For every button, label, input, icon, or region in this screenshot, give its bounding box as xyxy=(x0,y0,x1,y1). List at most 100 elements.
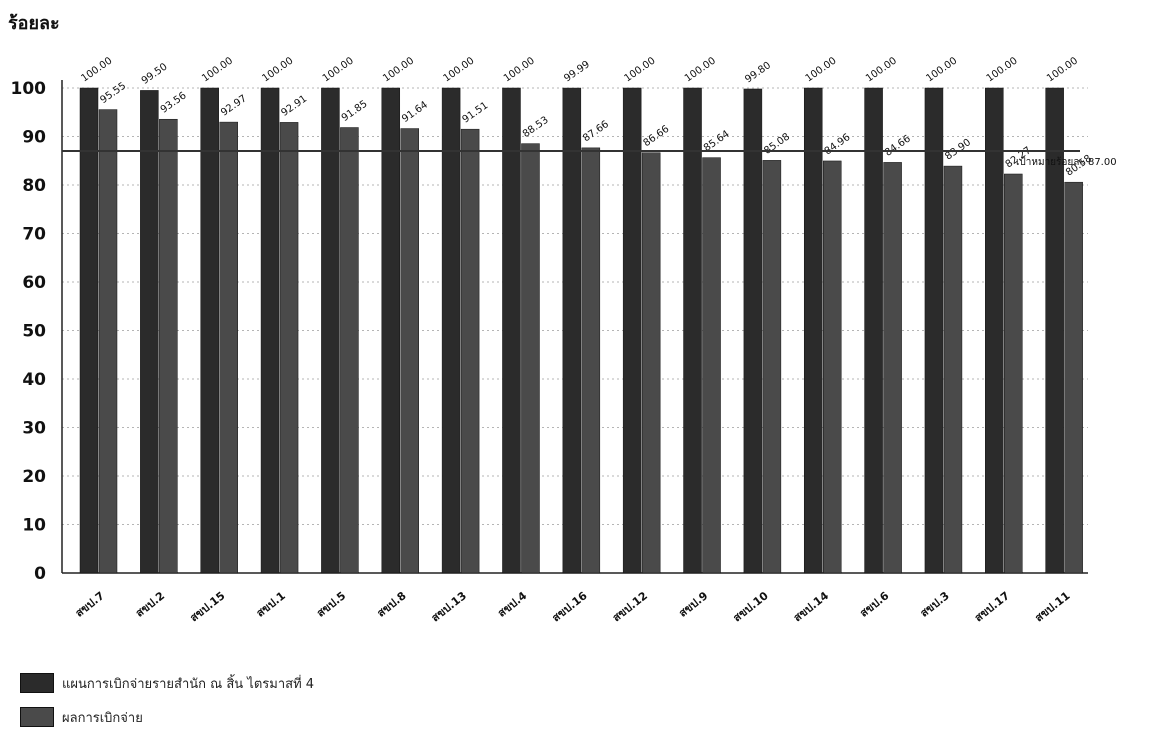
x-tick-label-6: สขป.13 xyxy=(429,589,469,624)
data-label-result-4: 91.85 xyxy=(340,99,370,124)
data-label-plan-8: 99.99 xyxy=(562,59,592,84)
legend-item-result: ผลการเบิกจ่าย xyxy=(20,704,314,730)
bar-result-0 xyxy=(98,109,118,574)
bar-plan-16 xyxy=(1045,87,1064,574)
y-tick-label-100: 100 xyxy=(11,79,47,99)
y-tick-label-70: 70 xyxy=(22,225,46,245)
x-tick-label-3: สขป.1 xyxy=(254,589,288,620)
x-tick-label-7: สขป.4 xyxy=(495,589,529,620)
y-tick-label-30: 30 xyxy=(22,419,46,439)
data-label-plan-5: 100.00 xyxy=(381,55,416,84)
data-label-result-13: 84.66 xyxy=(883,133,913,158)
data-label-result-2: 92.97 xyxy=(219,93,249,118)
bar-result-7 xyxy=(521,143,540,574)
bar-result-13 xyxy=(883,162,902,574)
legend-swatch-plan xyxy=(20,673,54,693)
bar-plan-11 xyxy=(743,88,763,574)
bar-result-4 xyxy=(340,127,359,574)
legend-label-plan: แผนการเบิกจ่ายรายสำนัก ณ สิ้น ไตรมาสที่ … xyxy=(62,676,315,692)
y-tick-label-60: 60 xyxy=(22,273,46,293)
bar-plan-9 xyxy=(622,87,642,574)
bar-plan-13 xyxy=(864,87,883,574)
legend-item-plan: แผนการเบิกจ่ายรายสำนัก ณ สิ้น ไตรมาสที่ … xyxy=(20,670,314,696)
bar-result-6 xyxy=(460,128,480,574)
x-tick-label-13: สขป.6 xyxy=(857,589,891,620)
bar-result-11 xyxy=(762,160,782,574)
bar-result-15 xyxy=(1004,173,1023,574)
bar-result-12 xyxy=(822,160,842,574)
data-label-plan-0: 100.00 xyxy=(79,55,114,84)
y-tick-label-20: 20 xyxy=(22,467,46,487)
x-tick-label-10: สขป.9 xyxy=(676,589,710,620)
data-label-result-5: 91.64 xyxy=(400,100,430,125)
bar-plan-0 xyxy=(79,87,99,574)
bar-result-16 xyxy=(1064,181,1083,574)
data-label-plan-11: 99.80 xyxy=(743,60,773,85)
bar-plan-8 xyxy=(562,87,582,574)
data-label-plan-2: 100.00 xyxy=(200,55,235,84)
data-label-plan-13: 100.00 xyxy=(864,55,899,84)
data-label-plan-7: 100.00 xyxy=(502,55,537,84)
data-label-result-12: 84.96 xyxy=(823,132,853,157)
bar-result-1 xyxy=(159,118,178,574)
bar-plan-15 xyxy=(985,87,1004,574)
data-label-plan-4: 100.00 xyxy=(321,55,356,84)
data-label-plan-14: 100.00 xyxy=(924,55,959,84)
bar-plan-3 xyxy=(260,87,280,574)
data-label-plan-9: 100.00 xyxy=(623,55,658,84)
x-tick-label-11: สขป.10 xyxy=(731,589,771,625)
bar-plan-6 xyxy=(441,87,461,574)
data-label-plan-12: 100.00 xyxy=(804,55,839,84)
bar-plan-1 xyxy=(140,90,159,574)
y-tick-label-90: 90 xyxy=(22,128,46,148)
bar-plan-10 xyxy=(683,87,702,574)
data-label-plan-15: 100.00 xyxy=(985,55,1020,84)
x-tick-label-16: สขป.11 xyxy=(1032,589,1072,624)
x-tick-label-9: สขป.12 xyxy=(610,589,650,624)
x-tick-label-2: สขป.15 xyxy=(187,589,227,624)
bar-result-14 xyxy=(943,165,963,574)
bar-plan-12 xyxy=(803,87,823,574)
bar-plan-7 xyxy=(502,87,521,574)
bar-plan-4 xyxy=(321,87,340,574)
data-label-result-11: 85.08 xyxy=(762,131,792,156)
x-tick-label-15: สขป.17 xyxy=(972,589,1012,624)
bar-result-8 xyxy=(581,147,601,574)
data-label-result-9: 86.66 xyxy=(642,124,672,149)
target-label: เป้าหมายร้อยละ 87.00 xyxy=(1016,156,1117,168)
bar-result-5 xyxy=(400,128,420,574)
y-tick-label-10: 10 xyxy=(22,516,46,536)
legend: แผนการเบิกจ่ายรายสำนัก ณ สิ้น ไตรมาสที่ … xyxy=(20,670,314,738)
x-tick-label-1: สขป.2 xyxy=(133,589,167,620)
legend-label-result: ผลการเบิกจ่าย xyxy=(62,710,143,726)
data-label-plan-6: 100.00 xyxy=(442,55,477,84)
y-axis-title: ร้อยละ xyxy=(8,13,60,34)
x-tick-label-12: สขป.14 xyxy=(791,589,831,625)
data-label-result-8: 87.66 xyxy=(581,119,611,144)
bar-plan-2 xyxy=(200,87,219,574)
y-tick-label-40: 40 xyxy=(22,370,46,390)
data-label-result-0: 95.55 xyxy=(98,81,128,106)
data-label-result-14: 83.90 xyxy=(943,137,973,162)
x-tick-label-5: สขป.8 xyxy=(375,589,409,620)
x-tick-label-4: สขป.5 xyxy=(314,589,348,620)
y-tick-label-0: 0 xyxy=(34,564,46,584)
data-label-plan-16: 100.00 xyxy=(1045,55,1080,84)
legend-swatch-result xyxy=(20,707,54,727)
bar-result-3 xyxy=(279,122,299,574)
y-tick-label-50: 50 xyxy=(22,322,46,342)
data-label-plan-10: 100.00 xyxy=(683,55,718,84)
data-label-plan-1: 99.50 xyxy=(140,61,170,86)
x-tick-label-0: สขป.7 xyxy=(73,589,107,620)
x-tick-label-8: สขป.16 xyxy=(550,589,590,625)
data-label-result-7: 88.53 xyxy=(521,115,551,140)
data-label-plan-3: 100.00 xyxy=(260,55,295,84)
y-tick-label-80: 80 xyxy=(22,176,46,196)
bar-result-9 xyxy=(641,152,661,574)
data-label-result-3: 92.91 xyxy=(279,93,309,118)
data-label-result-6: 91.51 xyxy=(461,100,491,125)
bar-plan-5 xyxy=(381,87,401,574)
bar-result-2 xyxy=(219,121,238,574)
